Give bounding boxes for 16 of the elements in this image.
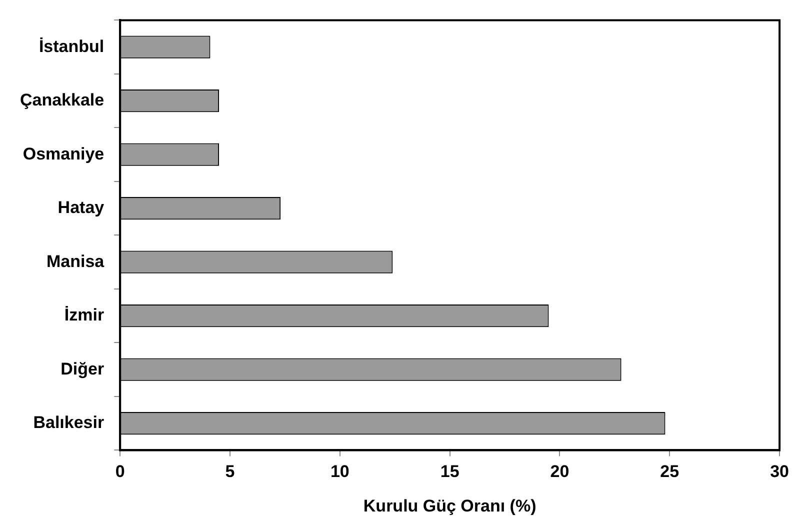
y-tick-label: İzmir	[64, 306, 104, 325]
y-tick-label: Osmaniye	[22, 144, 104, 164]
y-tick-label: Balıkesir	[33, 413, 104, 432]
y-tick-label: Diğer	[60, 359, 104, 378]
y-tick-label: Hatay	[58, 198, 105, 218]
y-tick-label: Manisa	[46, 252, 105, 271]
x-tick-label: 0	[115, 462, 125, 482]
x-tick-label: 30	[770, 462, 790, 482]
y-tick-label: İstanbul	[38, 36, 104, 56]
x-tick-label: 5	[225, 462, 235, 482]
x-tick-label: 15	[440, 462, 460, 482]
x-tick-label: 10	[330, 462, 350, 482]
x-axis-title: Kurulu Güç Oranı (%)	[363, 496, 536, 516]
x-tick-label: 25	[660, 462, 680, 482]
y-tick-label: Çanakkale	[20, 90, 104, 110]
x-tick-label: 20	[550, 462, 570, 482]
